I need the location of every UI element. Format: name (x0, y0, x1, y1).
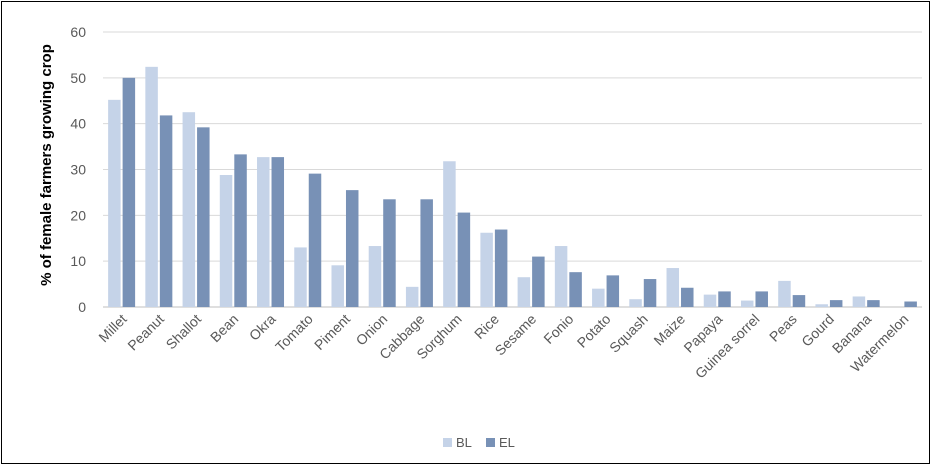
x-tick-label: Peanut (124, 311, 167, 354)
bar-bl (852, 296, 866, 307)
bar-bl (666, 268, 680, 307)
x-tick-label: Millet (95, 311, 129, 345)
bar-bl (480, 232, 493, 307)
y-tick-label: 40 (70, 116, 86, 132)
x-tick-label: Shallot (163, 311, 205, 353)
y-tick-label: 20 (70, 207, 86, 223)
bar-bl (517, 277, 531, 307)
bar-bl (182, 112, 196, 307)
bar-bl (740, 300, 754, 307)
bar-el (606, 275, 620, 307)
legend: BL EL (443, 435, 515, 450)
y-tick-labels: 0 10 20 30 40 50 60 (70, 24, 86, 315)
x-tick-label: Rice (471, 311, 502, 342)
bar-bl (554, 246, 568, 307)
y-tick-label: 30 (70, 162, 86, 178)
bar-el (271, 157, 285, 307)
bar-el (829, 300, 843, 307)
x-tick-label: Squash (606, 311, 651, 356)
bar-el (755, 291, 768, 307)
bar-bl (331, 265, 344, 307)
bars (108, 66, 917, 308)
bar-el (494, 229, 508, 307)
bar-bl (815, 304, 828, 307)
bar-bl (443, 161, 456, 307)
legend-label-bl: BL (456, 435, 472, 450)
bar-el (234, 154, 247, 307)
bar-el (197, 127, 210, 307)
bar-bl (405, 286, 419, 307)
y-tick-label: 10 (70, 253, 86, 269)
bar-bl (257, 157, 270, 307)
y-tick-label: 60 (70, 24, 86, 40)
bar-el (532, 256, 545, 307)
bar-el (457, 212, 471, 307)
bar-el (383, 199, 396, 307)
bar-el (122, 77, 136, 307)
bar-bl (703, 294, 717, 307)
bar-el (904, 301, 917, 307)
x-tick-label: Peas (766, 311, 800, 345)
bar-el (308, 173, 322, 307)
bar-el (681, 287, 694, 307)
x-tick-label: Fonio (540, 311, 576, 347)
bar-el (792, 295, 806, 307)
bar-el (159, 115, 173, 308)
bar-bl (294, 247, 307, 307)
bar-bl (145, 66, 158, 307)
y-tick-label: 0 (78, 299, 86, 315)
bar-el (867, 300, 880, 307)
bar-bl (592, 288, 605, 307)
bar-el (345, 190, 359, 307)
legend-swatch-el (486, 438, 495, 447)
x-tick-label: Piment (311, 311, 353, 353)
bar-bl (219, 175, 233, 307)
bar-bl (368, 246, 382, 307)
legend-label-el: EL (499, 435, 515, 450)
x-tick-label: Okra (246, 311, 279, 344)
bar-el (643, 279, 657, 307)
x-tick-label: Sesame (492, 311, 540, 359)
legend-swatch-bl (443, 438, 452, 447)
bar-bl (108, 99, 121, 307)
y-axis-label: % of female farmers growing crop (38, 44, 55, 286)
x-tick-label: Tomato (272, 311, 316, 355)
x-tick-label: Bean (207, 311, 241, 345)
y-tick-label: 50 (70, 70, 86, 86)
bar-bl (629, 299, 642, 307)
bar-bl (778, 280, 791, 307)
bar-el (569, 272, 582, 307)
bar-el (420, 199, 433, 307)
bar-el (718, 291, 731, 307)
